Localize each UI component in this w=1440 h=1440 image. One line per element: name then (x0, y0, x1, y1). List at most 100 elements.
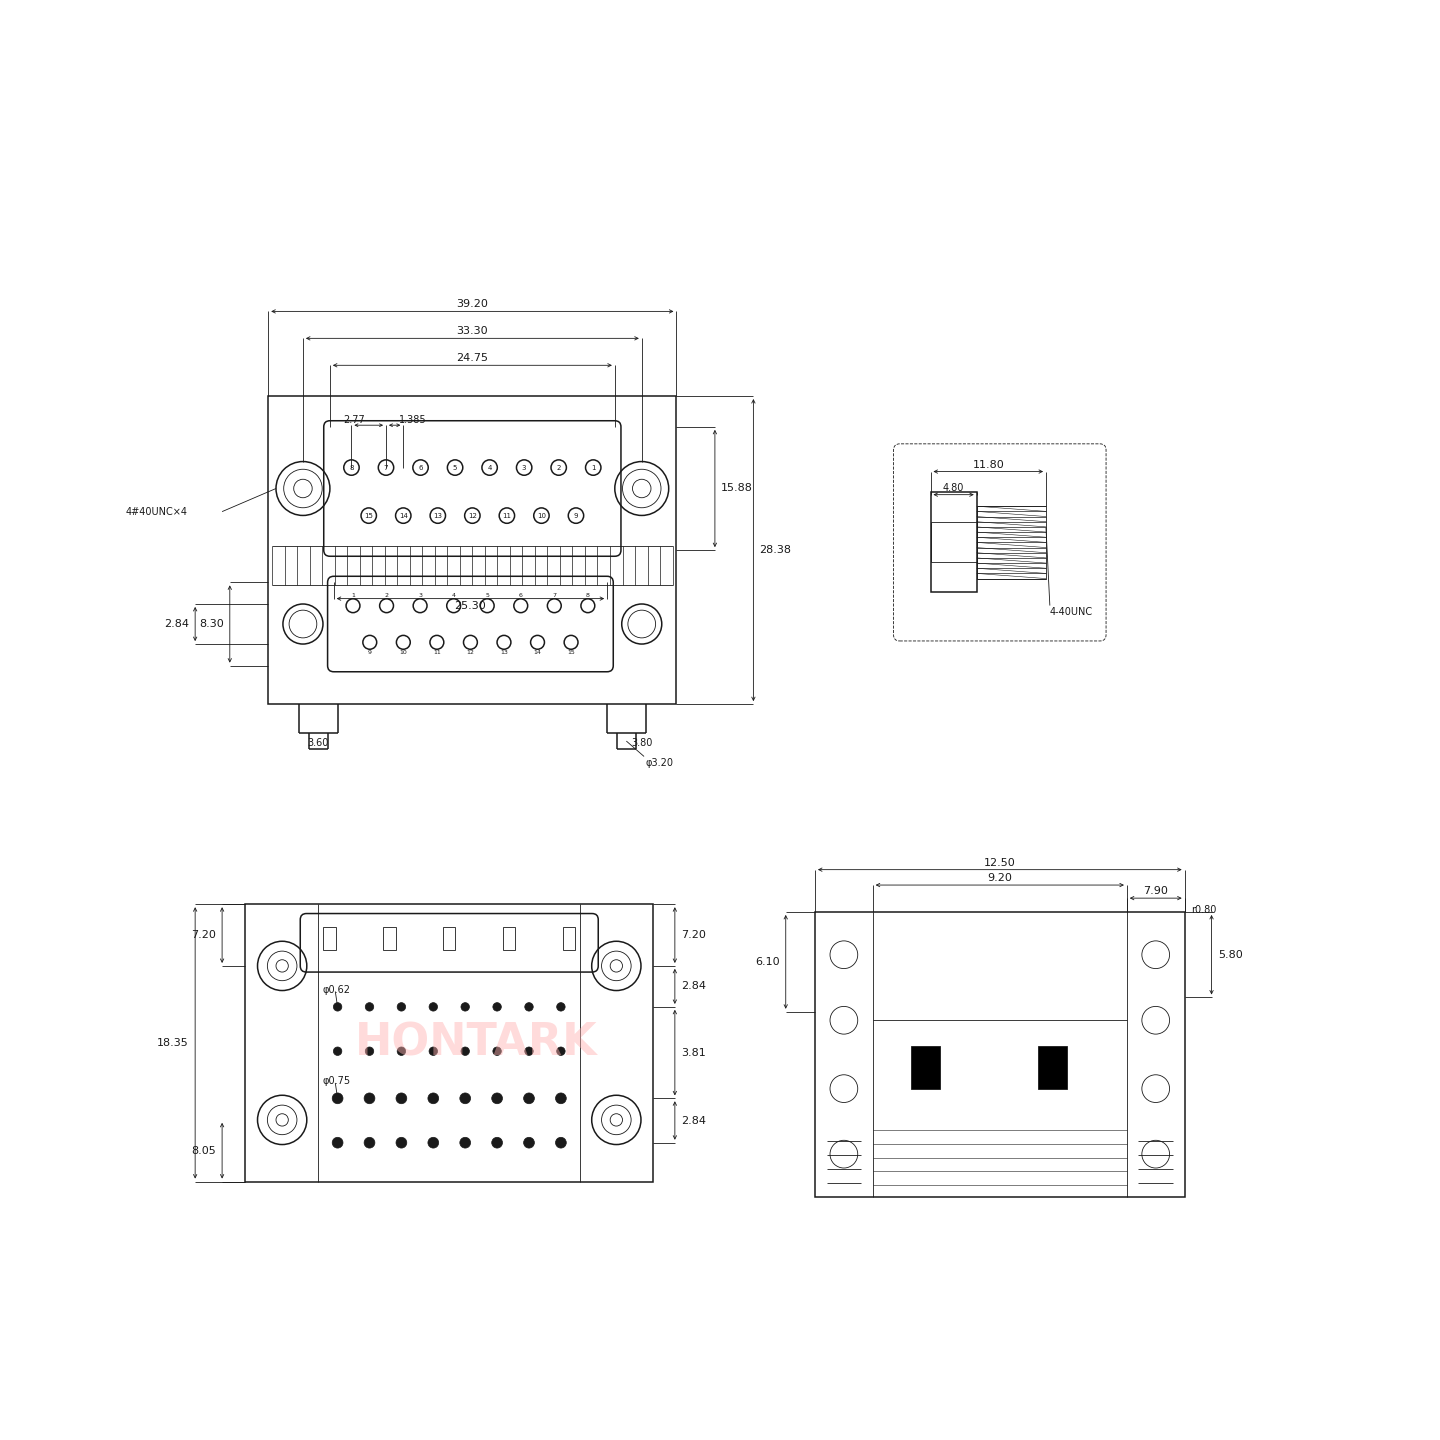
Text: 11: 11 (503, 513, 511, 518)
Text: 7: 7 (383, 465, 389, 471)
Circle shape (492, 1002, 501, 1011)
Text: 11.80: 11.80 (972, 459, 1004, 469)
Bar (1038, 1047, 1067, 1089)
Text: 12.50: 12.50 (984, 858, 1015, 868)
Text: 2: 2 (556, 465, 562, 471)
Text: 13: 13 (500, 649, 508, 655)
Text: 6.10: 6.10 (755, 956, 779, 966)
Circle shape (429, 1002, 438, 1011)
Bar (930, 523, 976, 563)
Bar (912, 1047, 940, 1089)
Text: 5.80: 5.80 (1218, 950, 1243, 959)
Circle shape (461, 1047, 469, 1056)
Bar (383, 926, 396, 950)
Bar (324, 926, 336, 950)
Text: 5: 5 (454, 465, 458, 471)
Text: 2.77: 2.77 (343, 415, 364, 425)
Text: 7.20: 7.20 (192, 930, 216, 940)
Text: 9.20: 9.20 (988, 873, 1012, 883)
Text: 1: 1 (351, 593, 354, 598)
Text: 12: 12 (468, 513, 477, 518)
Circle shape (524, 1138, 534, 1148)
Circle shape (397, 1002, 406, 1011)
Text: 3.81: 3.81 (681, 1048, 706, 1057)
Circle shape (364, 1093, 374, 1103)
Text: φ3.20: φ3.20 (645, 757, 674, 768)
Bar (503, 926, 516, 950)
Text: 8.05: 8.05 (192, 1146, 216, 1156)
Circle shape (459, 1093, 471, 1103)
Circle shape (364, 1138, 374, 1148)
Circle shape (491, 1093, 503, 1103)
Text: 1: 1 (590, 465, 596, 471)
Text: 2.84: 2.84 (681, 982, 706, 991)
Text: 14: 14 (399, 513, 408, 518)
Circle shape (491, 1138, 503, 1148)
Text: 28.38: 28.38 (759, 546, 792, 554)
Bar (245, 904, 654, 1181)
Text: 5: 5 (485, 593, 490, 598)
Text: 3.80: 3.80 (631, 737, 652, 747)
Text: r0.80: r0.80 (1191, 904, 1217, 914)
Circle shape (556, 1138, 566, 1148)
Text: 4: 4 (452, 593, 455, 598)
Text: 13: 13 (433, 513, 442, 518)
Circle shape (333, 1138, 343, 1148)
Text: 39.20: 39.20 (456, 300, 488, 310)
Text: φ0.62: φ0.62 (323, 985, 350, 995)
Circle shape (334, 1002, 341, 1011)
Text: 8.30: 8.30 (199, 619, 223, 629)
Text: 18.35: 18.35 (157, 1038, 189, 1048)
Circle shape (461, 1002, 469, 1011)
Text: 12: 12 (467, 649, 474, 655)
Text: 4#40UNC×4: 4#40UNC×4 (125, 507, 187, 517)
Circle shape (396, 1093, 406, 1103)
Circle shape (492, 1047, 501, 1056)
Text: 3: 3 (418, 593, 422, 598)
Text: 8: 8 (350, 465, 354, 471)
Text: 14: 14 (534, 649, 541, 655)
Bar (268, 396, 677, 704)
Circle shape (524, 1002, 533, 1011)
Text: 9: 9 (573, 513, 579, 518)
Text: 25.30: 25.30 (455, 602, 487, 612)
Circle shape (397, 1047, 406, 1056)
Text: 8: 8 (586, 593, 590, 598)
Circle shape (524, 1093, 534, 1103)
Text: 2.84: 2.84 (164, 619, 189, 629)
Circle shape (366, 1047, 374, 1056)
Text: 4-40UNC: 4-40UNC (1050, 606, 1093, 616)
Circle shape (428, 1138, 439, 1148)
Text: 4: 4 (487, 465, 492, 471)
Text: 2: 2 (384, 593, 389, 598)
Text: 15.88: 15.88 (721, 484, 753, 494)
Bar (815, 912, 1185, 1197)
Bar (930, 492, 976, 592)
Text: HONTARK: HONTARK (354, 1021, 598, 1064)
Text: 7.20: 7.20 (681, 930, 706, 940)
Text: 33.30: 33.30 (456, 327, 488, 337)
Text: 10: 10 (537, 513, 546, 518)
Text: 6: 6 (418, 465, 423, 471)
Text: 2.84: 2.84 (681, 1116, 706, 1126)
Circle shape (396, 1138, 406, 1148)
Text: 4.80: 4.80 (943, 482, 965, 492)
Circle shape (557, 1047, 564, 1056)
Text: 1.385: 1.385 (399, 415, 426, 425)
Circle shape (557, 1002, 564, 1011)
Text: 10: 10 (399, 649, 408, 655)
Bar (444, 926, 455, 950)
Text: 15: 15 (567, 649, 575, 655)
Text: 11: 11 (433, 649, 441, 655)
Text: 6: 6 (518, 593, 523, 598)
Circle shape (459, 1138, 471, 1148)
Text: 9: 9 (367, 649, 372, 655)
Text: φ0.75: φ0.75 (323, 1077, 350, 1086)
Circle shape (333, 1093, 343, 1103)
Text: 3.60: 3.60 (308, 737, 328, 747)
Bar (976, 507, 1045, 579)
Bar (563, 926, 575, 950)
Circle shape (524, 1047, 533, 1056)
Text: 24.75: 24.75 (456, 353, 488, 363)
Circle shape (429, 1047, 438, 1056)
